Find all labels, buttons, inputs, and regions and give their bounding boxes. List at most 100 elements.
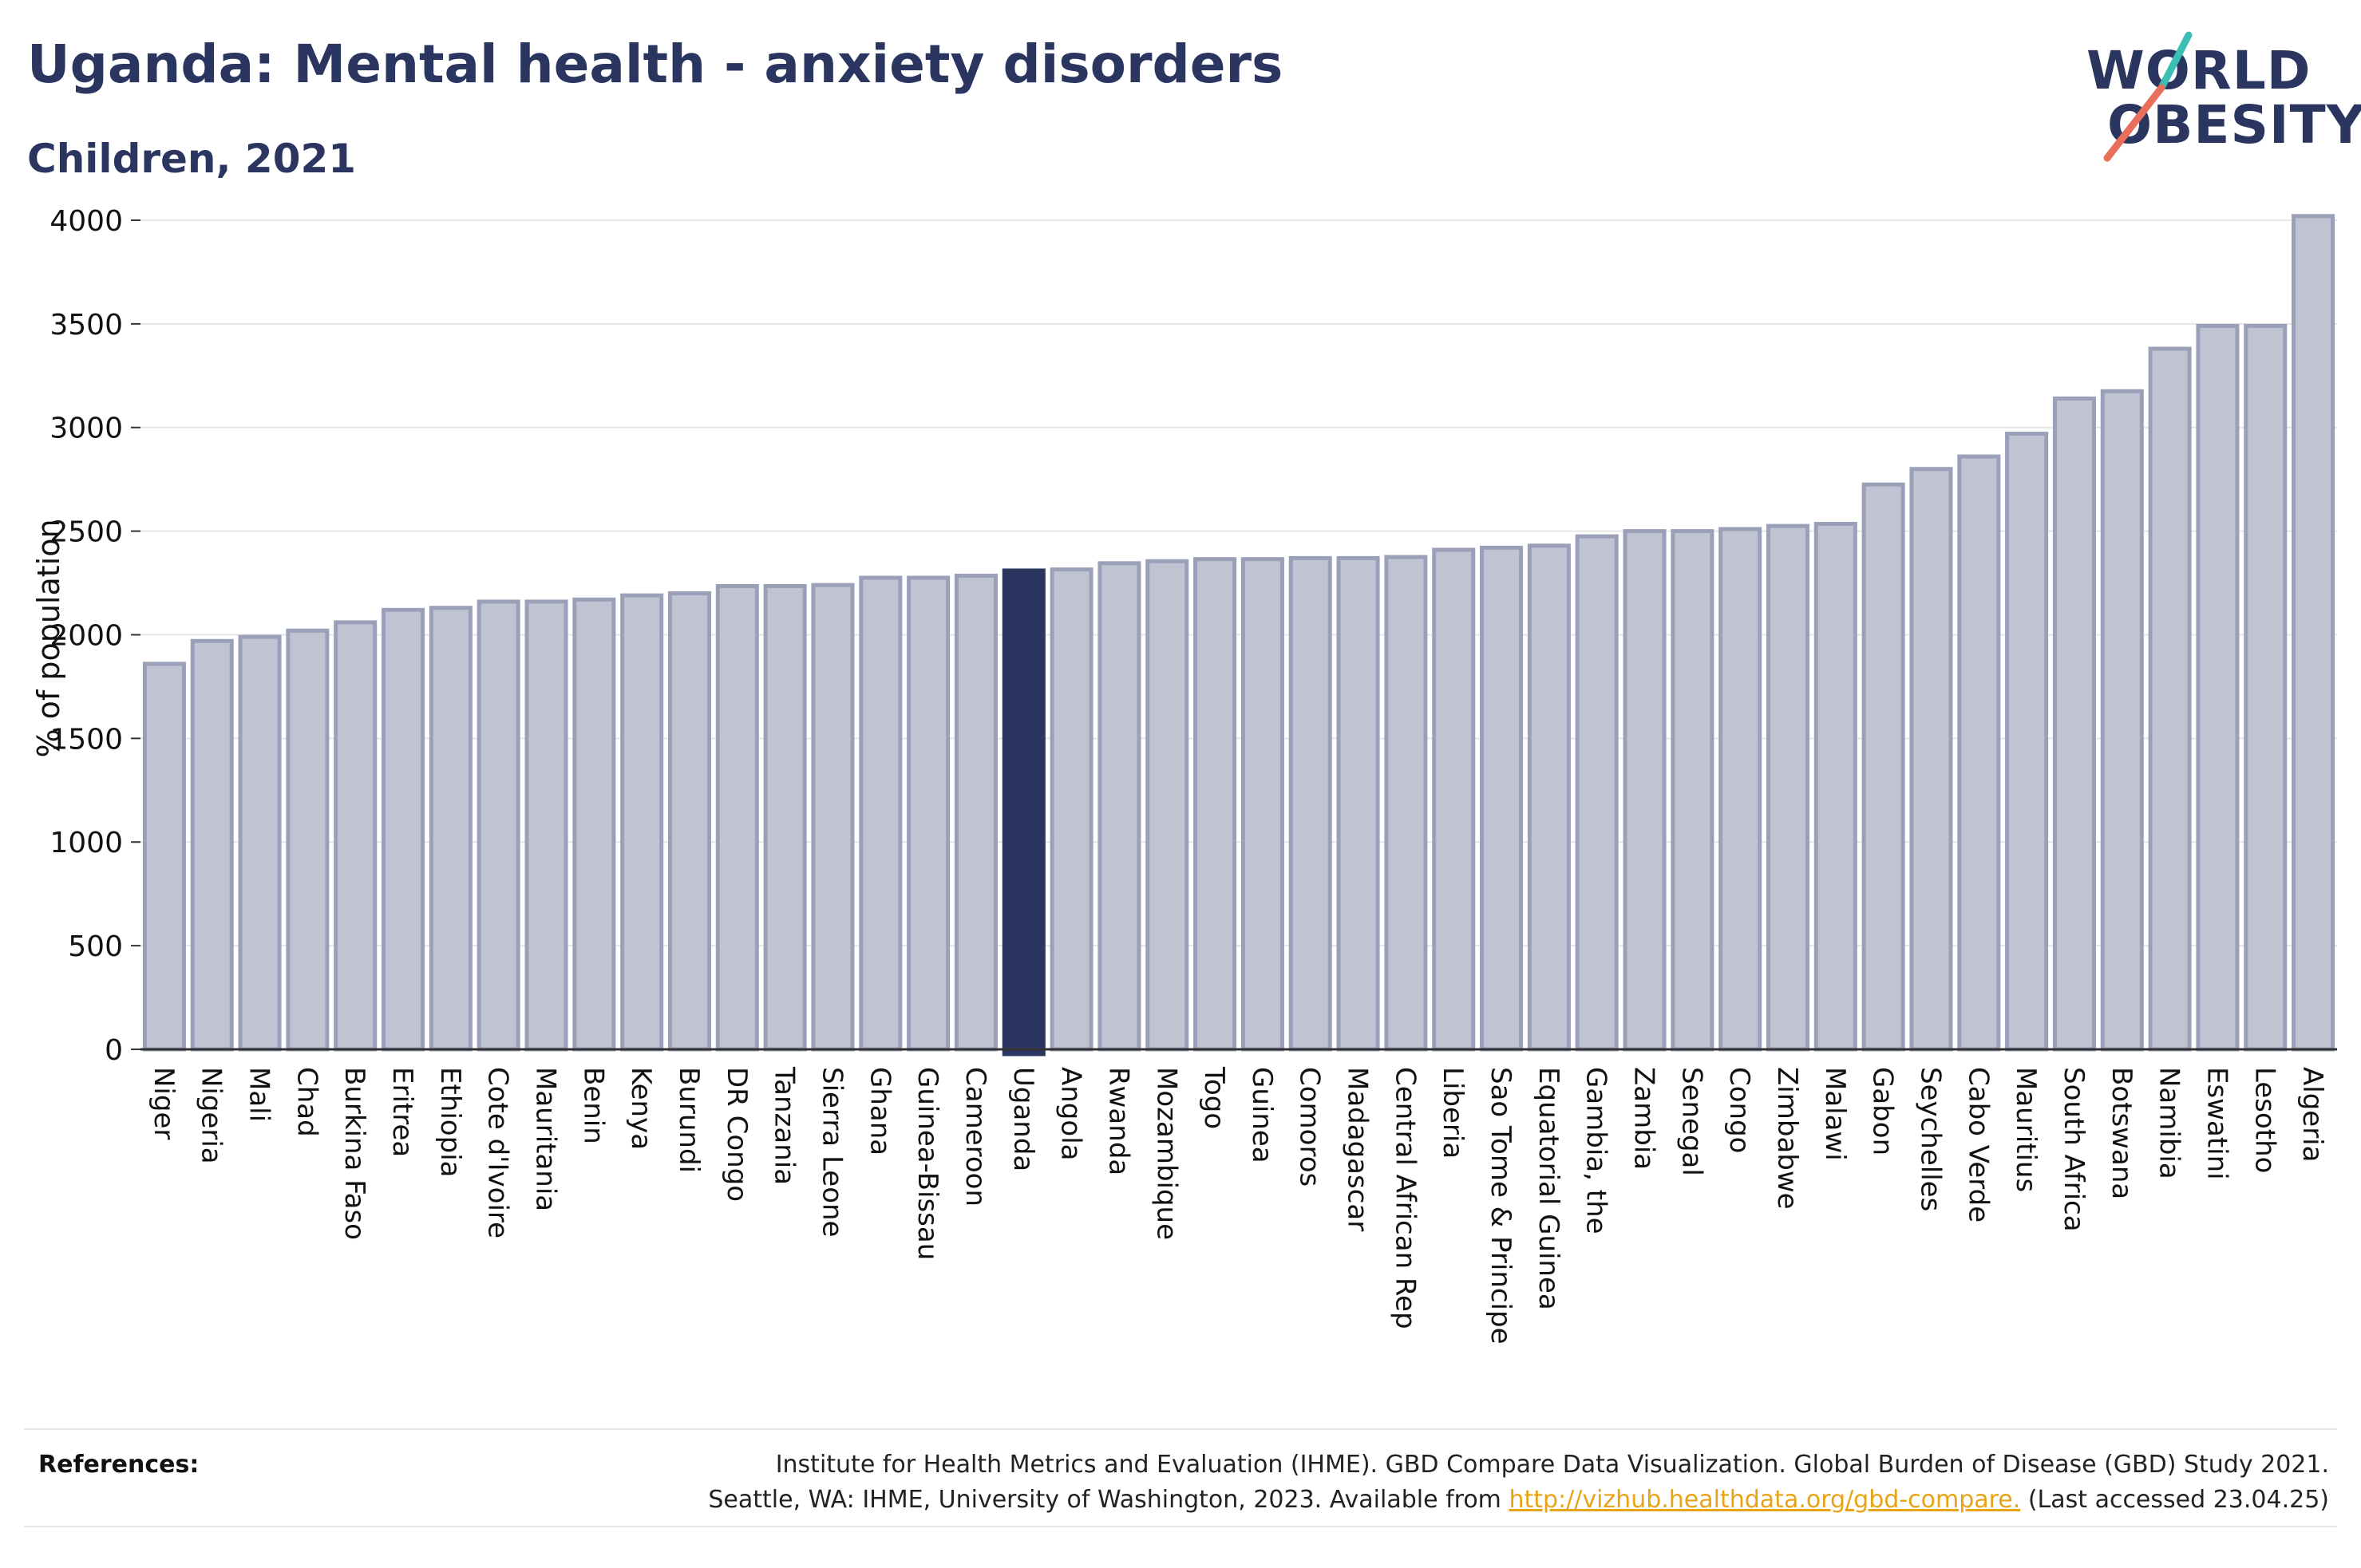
- bar: [1527, 543, 1571, 1052]
- x-tick-label: Guinea-Bissau: [912, 1067, 943, 1260]
- x-tick-label: Chad: [291, 1067, 322, 1137]
- bar: [1240, 557, 1284, 1052]
- bar: [1336, 555, 1380, 1052]
- x-tick-label: Seychelles: [1914, 1067, 1946, 1211]
- world-obesity-logo: WORLD OBESITY: [2083, 24, 2361, 168]
- references-link[interactable]: http://vizhub.healthdata.org/gbd-compare…: [1509, 1486, 2021, 1514]
- x-tick-label: Cote d'Ivoire: [482, 1067, 514, 1238]
- bar: [238, 634, 282, 1052]
- bar: [2196, 323, 2240, 1052]
- y-tick-label: 2000: [49, 619, 123, 652]
- bar: [1193, 557, 1237, 1052]
- bar: [382, 607, 425, 1052]
- x-tick-label: Equatorial Guinea: [1532, 1067, 1564, 1310]
- x-tick-label: Kenya: [625, 1067, 657, 1150]
- bar: [620, 593, 664, 1052]
- x-tick-label: Sao Tome & Principe: [1485, 1067, 1517, 1345]
- bar: [1813, 522, 1857, 1052]
- x-tick-label: Tanzania: [769, 1066, 801, 1185]
- y-tick-label: 1000: [49, 827, 123, 859]
- bar: [667, 591, 712, 1052]
- logo-slash-icon: [2103, 31, 2193, 162]
- x-tick-label: Gambia, the: [1580, 1067, 1612, 1234]
- x-tick-label: Mauritania: [530, 1067, 562, 1211]
- x-tick-label: Cabo Verde: [1962, 1067, 1994, 1222]
- bar: [1909, 467, 1953, 1052]
- x-tick-label: Madagascar: [1342, 1067, 1374, 1231]
- x-tick-label: Namibia: [2153, 1067, 2185, 1179]
- references-line-1: Institute for Health Metrics and Evaluat…: [775, 1451, 2329, 1479]
- x-tick-label: Cameroon: [959, 1067, 991, 1207]
- x-tick-label: Lesotho: [2248, 1067, 2280, 1173]
- x-tick-label: Ethiopia: [434, 1067, 466, 1177]
- page-title: Uganda: Mental health - anxiety disorder…: [27, 34, 1283, 95]
- logo-line-1: WORLD: [2086, 40, 2312, 101]
- x-tick-label: Zambia: [1628, 1067, 1660, 1170]
- x-tick-label: Burkina Faso: [338, 1067, 370, 1240]
- bar: [1097, 561, 1141, 1052]
- x-tick-label: Sierra Leone: [816, 1067, 848, 1237]
- x-tick-label: Uganda: [1007, 1067, 1039, 1171]
- x-tick-label: Malawi: [1819, 1067, 1851, 1161]
- x-tick-label: Eswatini: [2201, 1067, 2232, 1180]
- bar: [1384, 555, 1428, 1052]
- bar: [1957, 454, 2001, 1052]
- x-tick-label: Rwanda: [1102, 1067, 1134, 1175]
- x-tick-label: Benin: [577, 1067, 609, 1144]
- bar: [1766, 523, 1810, 1052]
- bar: [2148, 346, 2192, 1052]
- bar: [1861, 482, 1905, 1052]
- bar: [429, 606, 473, 1052]
- y-tick-label: 2500: [49, 516, 123, 549]
- bar: [572, 597, 616, 1052]
- bar: [2244, 323, 2288, 1052]
- bar: [1480, 545, 1524, 1052]
- bar: [1671, 529, 1714, 1052]
- x-tick-label: Algeria: [2296, 1067, 2328, 1162]
- references-line-2: Seattle, WA: IHME, University of Washing…: [708, 1486, 2329, 1514]
- bar: [524, 599, 568, 1052]
- x-tick-label: Gabon: [1867, 1067, 1899, 1155]
- bar: [1050, 567, 1093, 1052]
- bar: [1623, 529, 1667, 1052]
- bar: [1432, 547, 1476, 1052]
- bar: [859, 575, 903, 1052]
- x-tick-label: DR Congo: [721, 1067, 753, 1202]
- bar: [715, 583, 759, 1052]
- x-tick-label: Ghana: [864, 1067, 896, 1155]
- references-top-rule: [24, 1428, 2337, 1430]
- x-tick-label: Congo: [1723, 1067, 1755, 1153]
- x-tick-label: Burundi: [673, 1067, 705, 1173]
- bar: [1575, 534, 1619, 1052]
- x-tick-label: Togo: [1198, 1066, 1230, 1129]
- bar: [907, 575, 951, 1052]
- bar: [2100, 389, 2144, 1052]
- x-tick-label: Mauritius: [2010, 1067, 2042, 1192]
- references-bottom-rule: [24, 1526, 2337, 1527]
- x-tick-label: Niger: [148, 1067, 180, 1139]
- y-tick-label: 3500: [49, 309, 123, 342]
- x-tick-label: Comoros: [1294, 1067, 1326, 1187]
- bar: [1145, 559, 1189, 1052]
- x-tick-label: Angola: [1055, 1067, 1087, 1160]
- bar: [1288, 555, 1332, 1052]
- bar: [2292, 214, 2335, 1052]
- bar: [190, 638, 234, 1052]
- y-tick-label: 4000: [49, 205, 123, 238]
- bar: [1718, 527, 1762, 1052]
- x-tick-label: Mali: [243, 1067, 275, 1122]
- x-tick-label: Mozambique: [1150, 1067, 1182, 1240]
- bar: [477, 599, 520, 1052]
- references-label: References:: [38, 1451, 200, 1479]
- y-tick-label: 3000: [49, 413, 123, 445]
- x-tick-label: Zimbabwe: [1771, 1067, 1803, 1210]
- x-tick-label: Eritrea: [386, 1067, 418, 1157]
- y-tick-label: 500: [68, 930, 123, 963]
- x-tick-label: Liberia: [1437, 1067, 1469, 1159]
- bar: [954, 573, 998, 1052]
- bar: [2052, 396, 2096, 1052]
- bar: [142, 662, 186, 1052]
- references-line-2-prefix: Seattle, WA: IHME, University of Washing…: [708, 1486, 1509, 1514]
- bar: [286, 628, 330, 1052]
